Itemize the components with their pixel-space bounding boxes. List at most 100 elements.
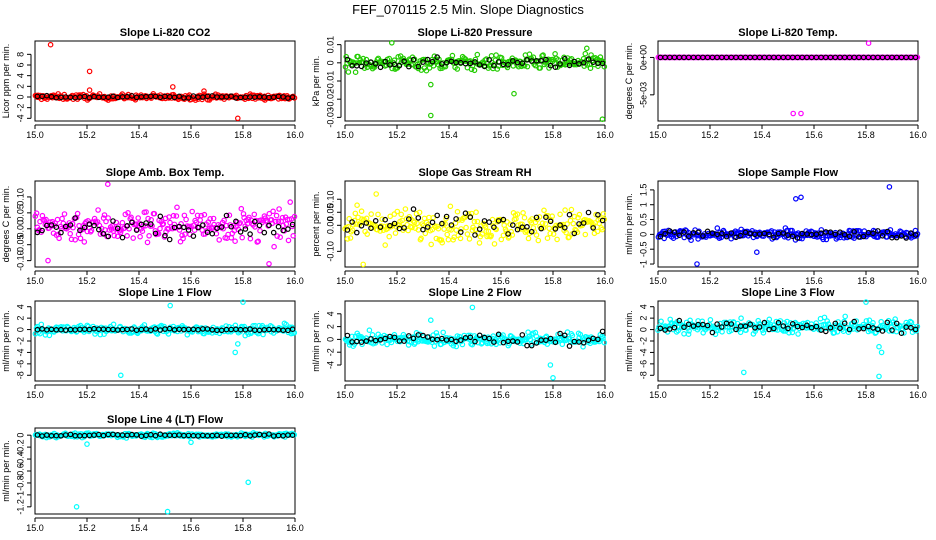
reference-point <box>58 229 64 236</box>
x-tick-label: 15.0 <box>649 276 667 286</box>
x-tick-label: 15.4 <box>130 276 148 286</box>
reference-point <box>228 93 235 100</box>
data-point <box>535 237 542 244</box>
data-point <box>38 321 45 328</box>
reference-point <box>561 224 568 231</box>
reference-point <box>495 218 502 224</box>
reference-point <box>476 62 483 68</box>
data-point <box>198 212 205 219</box>
outlier-point <box>863 299 869 305</box>
reference-point <box>590 225 597 231</box>
data-point <box>81 239 88 245</box>
reference-point <box>491 62 497 69</box>
panel-8: Slope Line 2 Flow 15.0 15.2 15.4 15.6 15.8 16.… <box>311 287 614 400</box>
data-point <box>358 208 365 215</box>
data-point <box>425 221 432 228</box>
x-tick-label: 16.0 <box>286 130 304 140</box>
data-point <box>394 208 401 215</box>
x-tick-label: 15.4 <box>130 130 148 140</box>
y-tick-label: 8 <box>15 52 25 57</box>
reference-point <box>846 326 853 333</box>
reference-point <box>223 212 230 219</box>
data-point <box>176 227 183 233</box>
data-point <box>423 67 430 74</box>
reference-point <box>62 223 69 230</box>
data-point <box>226 212 233 219</box>
reference-point <box>148 327 154 334</box>
data-point <box>463 224 469 231</box>
data-point <box>67 230 74 237</box>
data-point <box>201 211 208 218</box>
plot-frame <box>34 427 296 515</box>
reference-point <box>770 325 777 332</box>
reference-point <box>761 319 768 326</box>
reference-point <box>733 326 739 333</box>
reference-point <box>557 61 563 67</box>
reference-point <box>874 228 881 234</box>
reference-point <box>585 209 592 216</box>
reference-point <box>391 61 398 68</box>
data-point <box>766 316 773 323</box>
reference-point <box>666 326 673 332</box>
reference-point <box>486 57 493 63</box>
x-tick-label: 15.8 <box>234 130 252 140</box>
reference-point <box>898 330 905 337</box>
reference-point <box>571 58 578 65</box>
panel-5: Slope Gas Stream RH 15.0 15.2 15.4 15.6 15.8 1… <box>311 167 614 286</box>
panel-4: Slope Amb. Box Temp. 15.0 15.2 15.4 15.6 15.8… <box>1 167 304 286</box>
data-point <box>549 213 556 220</box>
reference-point <box>884 319 891 326</box>
y-tick-label: 4 <box>15 304 25 309</box>
data-point <box>290 233 297 239</box>
data-point <box>266 210 273 217</box>
reference-point <box>685 233 692 240</box>
x-tick-label: 16.0 <box>596 130 614 140</box>
data-point <box>685 331 692 338</box>
reference-point <box>228 223 235 230</box>
reference-point <box>481 63 488 70</box>
reference-point <box>457 337 464 343</box>
y-tick-label: 0.05 <box>15 204 25 222</box>
data-point <box>488 232 495 239</box>
data-point <box>411 219 418 226</box>
reference-point <box>538 225 545 232</box>
data-point <box>360 55 367 62</box>
data-point <box>92 331 98 337</box>
data-point <box>382 242 389 248</box>
reference-point <box>728 321 735 327</box>
y-tick-label: 2 <box>325 324 335 329</box>
data-point <box>364 231 371 237</box>
data-point <box>594 228 601 235</box>
y-axis-label: ml/min per min. <box>624 193 634 255</box>
reference-point <box>818 230 824 237</box>
reference-point <box>372 60 379 67</box>
reference-point <box>799 324 806 331</box>
data-point <box>352 210 359 217</box>
y-tick-label: -2 <box>15 104 25 112</box>
reference-point <box>874 326 881 333</box>
data-point <box>431 53 438 60</box>
reference-point <box>129 93 135 99</box>
x-tick-label: 16.0 <box>286 276 304 286</box>
x-tick-label: 15.2 <box>78 130 96 140</box>
reference-point <box>110 218 116 224</box>
reference-point <box>405 216 412 222</box>
reference-point <box>443 213 450 220</box>
data-point <box>544 235 551 242</box>
reference-point <box>368 59 374 66</box>
data-point <box>428 241 435 248</box>
reference-point <box>685 321 692 328</box>
x-tick-label: 15.4 <box>753 130 771 140</box>
data-point <box>494 66 501 72</box>
reference-point <box>105 233 112 240</box>
reference-point <box>401 338 407 344</box>
x-tick-label: 15.2 <box>78 390 96 400</box>
y-tick-label: -8 <box>638 371 648 379</box>
data-point <box>110 321 117 328</box>
reference-point <box>747 321 754 328</box>
data-point <box>161 323 167 330</box>
reference-point <box>344 56 351 63</box>
reference-point <box>804 322 810 329</box>
reference-point <box>396 62 403 69</box>
data-point <box>275 218 282 225</box>
